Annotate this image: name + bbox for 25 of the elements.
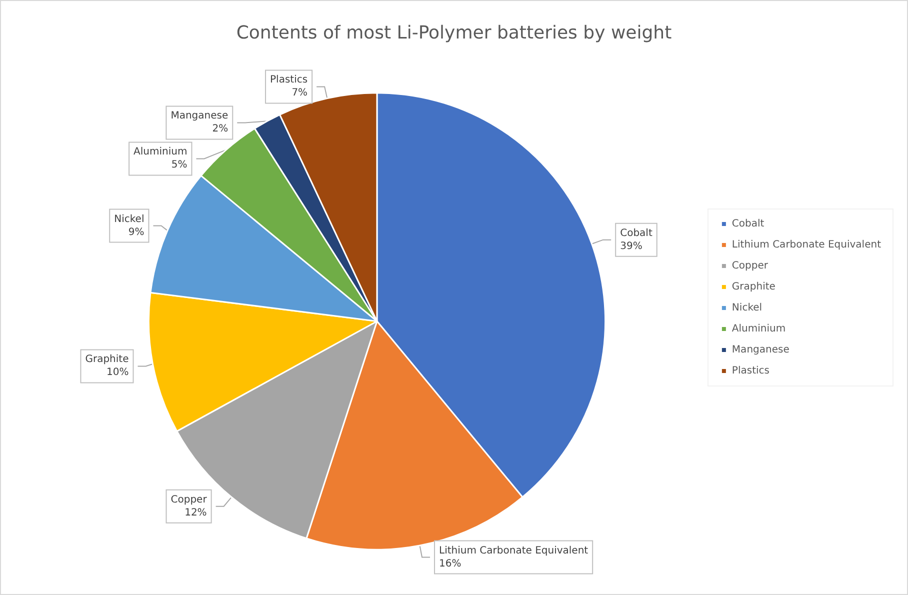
data-label: 5% (171, 160, 188, 171)
data-label: 12% (184, 507, 207, 518)
data-label: 10% (106, 367, 129, 378)
legend-label: Lithium Carbonate Equivalent (732, 240, 882, 250)
chart-title: Contents of most Li-Polymer batteries by weight (236, 22, 672, 44)
data-label: 39% (620, 240, 642, 252)
slice-label: Graphite (85, 354, 129, 366)
slice-label: Plastics (270, 74, 308, 86)
data-label: 9% (128, 226, 144, 238)
legend-label: Graphite (732, 282, 776, 292)
legend-label: Manganese (732, 344, 790, 356)
slice-label: Manganese (170, 110, 228, 122)
data-label: 7% (292, 88, 308, 99)
legend-label: Aluminium (732, 324, 786, 334)
legend-label: Copper (732, 260, 769, 272)
slice-label: Copper (170, 494, 208, 506)
legend-label: Nickel (732, 302, 762, 314)
legend-label: Plastics (732, 366, 770, 376)
legend-label: Cobalt (732, 218, 764, 230)
slice-label: Lithium Carbonate Equivalent (439, 545, 588, 556)
slice-label: Cobalt (620, 228, 652, 239)
data-label: 16% (439, 558, 462, 570)
slice-label: Aluminium (134, 146, 188, 158)
data-label: 2% (212, 124, 228, 135)
slice-label: Nickel (114, 214, 144, 225)
